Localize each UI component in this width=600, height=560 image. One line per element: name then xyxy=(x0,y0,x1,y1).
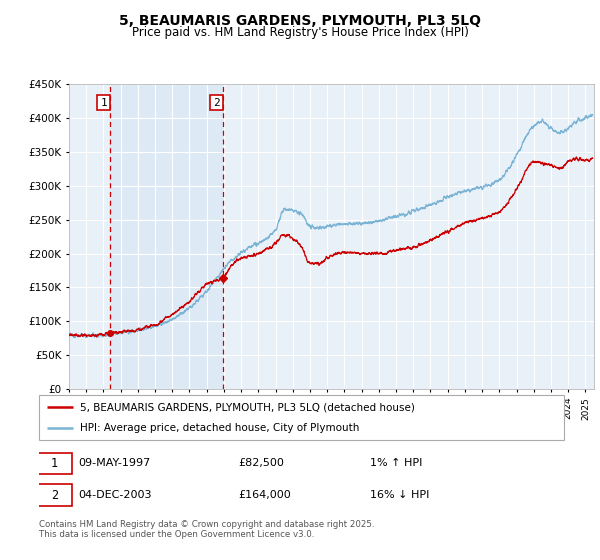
Text: 5, BEAUMARIS GARDENS, PLYMOUTH, PL3 5LQ (detached house): 5, BEAUMARIS GARDENS, PLYMOUTH, PL3 5LQ … xyxy=(80,402,415,412)
Text: HPI: Average price, detached house, City of Plymouth: HPI: Average price, detached house, City… xyxy=(80,423,359,433)
FancyBboxPatch shape xyxy=(39,395,564,440)
Text: 04-DEC-2003: 04-DEC-2003 xyxy=(79,490,152,500)
Text: 1: 1 xyxy=(100,97,107,108)
FancyBboxPatch shape xyxy=(37,484,72,506)
Text: 1: 1 xyxy=(50,457,58,470)
Text: 09-MAY-1997: 09-MAY-1997 xyxy=(79,459,151,469)
Text: Price paid vs. HM Land Registry's House Price Index (HPI): Price paid vs. HM Land Registry's House … xyxy=(131,26,469,39)
Text: 1% ↑ HPI: 1% ↑ HPI xyxy=(370,459,422,469)
Bar xyxy=(110,84,223,389)
Text: £164,000: £164,000 xyxy=(239,490,291,500)
Text: £82,500: £82,500 xyxy=(239,459,284,469)
Text: 5, BEAUMARIS GARDENS, PLYMOUTH, PL3 5LQ: 5, BEAUMARIS GARDENS, PLYMOUTH, PL3 5LQ xyxy=(119,14,481,28)
Text: 2: 2 xyxy=(213,97,220,108)
Text: Contains HM Land Registry data © Crown copyright and database right 2025.
This d: Contains HM Land Registry data © Crown c… xyxy=(39,520,374,539)
Text: 2: 2 xyxy=(50,488,58,502)
Text: 16% ↓ HPI: 16% ↓ HPI xyxy=(370,490,429,500)
FancyBboxPatch shape xyxy=(37,452,72,474)
